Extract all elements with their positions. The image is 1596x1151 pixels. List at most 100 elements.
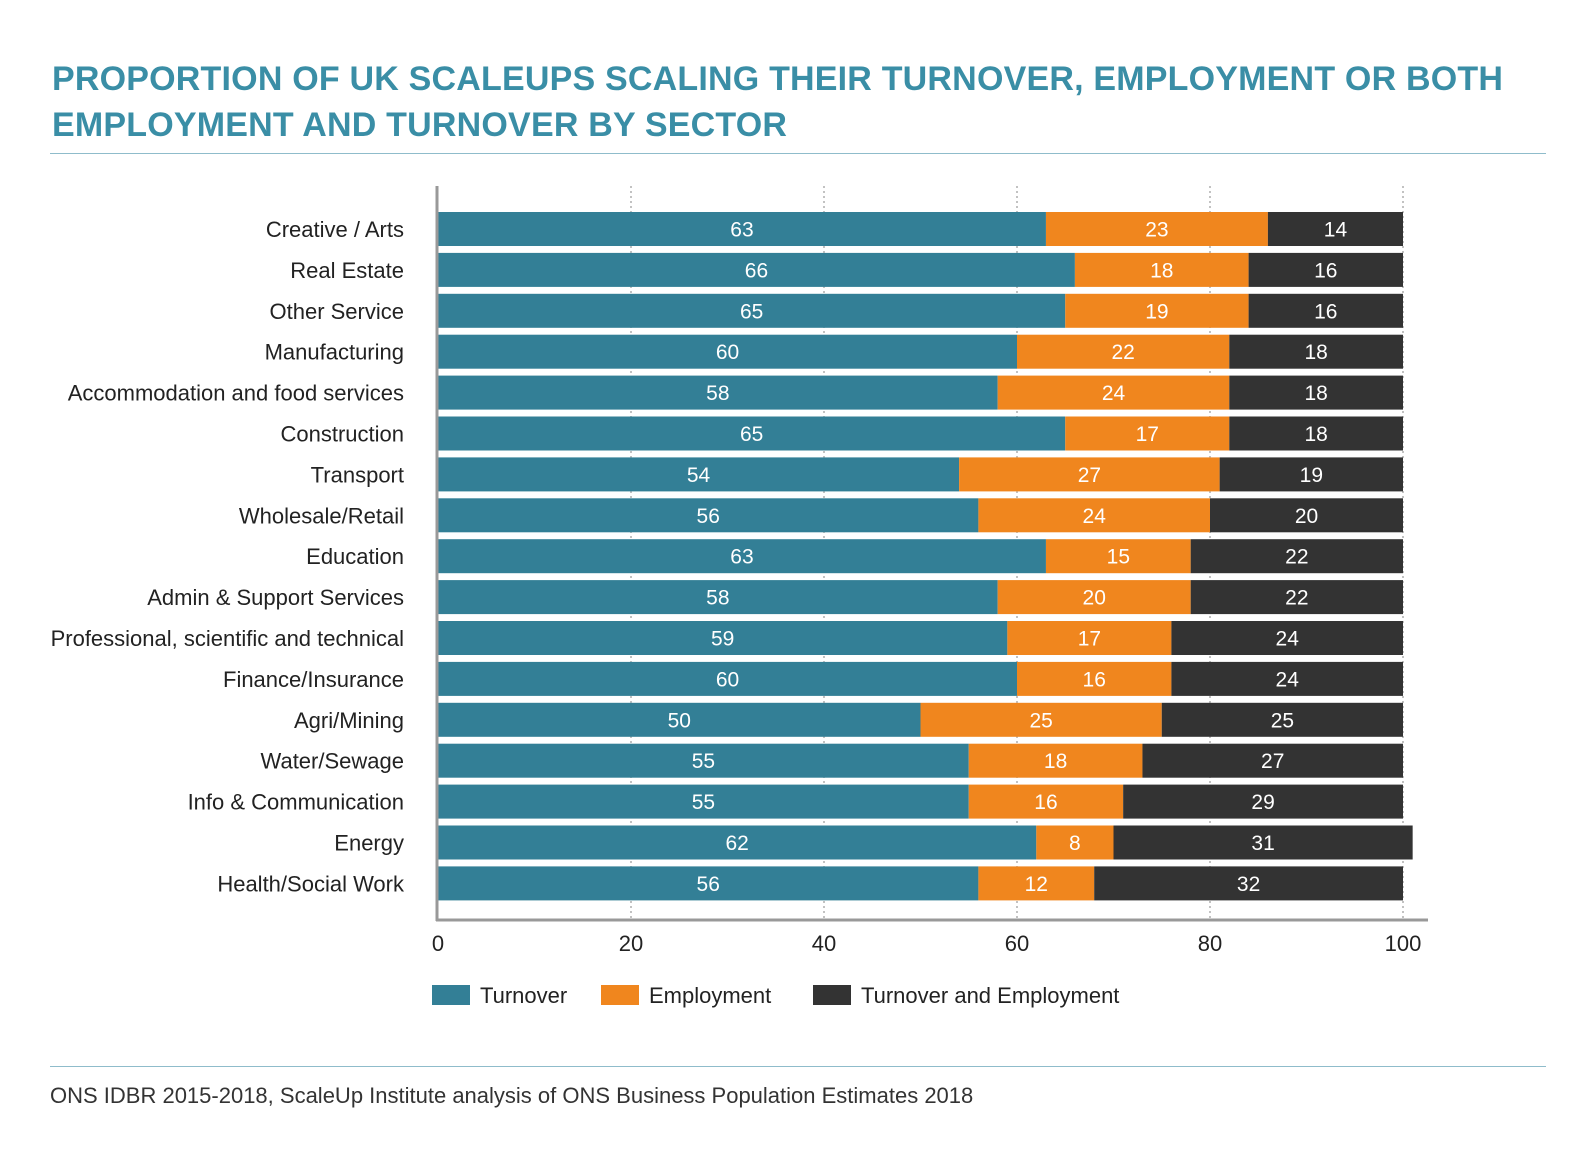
bars: 63 23 14 66 18 16 65 19 16 60 22 18 58 24 18 65 17 18 54 27… [438,212,1413,901]
data-label: 16 [1034,791,1057,814]
bar-segment [438,580,998,615]
bar-segment [1248,293,1403,328]
data-label: 20 [1083,587,1106,610]
data-label: 18 [1304,382,1327,405]
category-label: Agri/Mining [294,708,404,733]
legend-label: Turnover [480,983,567,1008]
data-label: 19 [1145,300,1168,323]
bar-segment [1190,580,1403,615]
bar-segment [438,661,1017,696]
bar-segment [1248,252,1403,287]
bar-segment [438,743,969,778]
data-label: 54 [687,464,711,487]
bar-segment [1171,621,1403,655]
data-label: 22 [1285,546,1308,569]
category-label: Construction [280,422,404,447]
source-divider [50,1066,1546,1067]
bar-segment [438,784,969,819]
data-label: 55 [692,750,715,773]
data-label: 18 [1044,750,1067,773]
bar-segment [1017,661,1172,696]
bar-segment [438,539,1046,574]
bar-segment [438,293,1066,328]
data-label: 65 [740,423,763,446]
data-label: 25 [1271,709,1294,732]
bar-segment [1190,539,1403,574]
data-label: 14 [1324,219,1348,242]
legend-swatch [601,985,639,1005]
bar-segment [1065,416,1230,451]
legend-swatch [432,985,470,1005]
data-label: 12 [1025,873,1048,896]
data-label: 55 [692,791,715,814]
data-label: 58 [706,382,729,405]
bar-segment [438,416,1066,451]
data-label: 25 [1029,709,1052,732]
data-label: 17 [1078,628,1101,651]
data-label: 50 [668,709,691,732]
bar-segment [1017,334,1230,369]
bar-segment [1045,539,1191,574]
bar-segment [1113,825,1413,860]
bar-segment [1267,212,1403,246]
category-label: Education [306,544,404,569]
x-tick-label: 100 [1385,931,1422,956]
category-label: Manufacturing [265,340,404,365]
bar-segment [1210,498,1403,533]
category-label: Real Estate [290,258,404,283]
data-label: 19 [1300,464,1323,487]
data-label: 63 [730,219,753,242]
data-label: 23 [1145,219,1168,242]
data-label: 22 [1111,341,1134,364]
bar-segment [1065,293,1249,328]
bar-segment [438,866,979,901]
bar-segment [997,375,1230,410]
category-label: Finance/Insurance [223,667,404,692]
bar-segment [968,784,1124,819]
data-label: 60 [716,341,739,364]
bar-segment [1171,661,1403,696]
data-label: 63 [730,546,753,569]
bar-segment [1074,252,1249,287]
x-tick-label: 80 [1198,931,1222,956]
bar-segment [1229,416,1403,451]
bar-segment [1229,334,1403,369]
data-label: 60 [716,668,739,691]
data-label: 24 [1276,668,1300,691]
bar-segment [438,702,921,737]
data-label: 27 [1078,464,1101,487]
data-label: 22 [1285,587,1308,610]
data-label: 17 [1136,423,1159,446]
data-label: 27 [1261,750,1284,773]
data-label: 29 [1251,791,1274,814]
title-divider [50,153,1546,154]
x-tick-label: 40 [812,931,836,956]
category-label: Health/Social Work [217,871,405,896]
legend-label: Employment [649,983,771,1008]
data-label: 56 [697,505,720,528]
category-label: Accommodation and food services [68,381,404,406]
data-label: 18 [1304,423,1327,446]
data-label: 15 [1107,546,1130,569]
category-label: Transport [311,462,404,487]
legend-label: Turnover and Employment [861,983,1119,1008]
chart-title: PROPORTION OF UK SCALEUPS SCALING THEIR … [52,60,1504,144]
category-label: Water/Sewage [261,749,404,774]
category-label: Other Service [270,299,405,324]
category-label: Wholesale/Retail [239,503,404,528]
bar-segment [1123,784,1403,819]
bar-segment [438,825,1037,860]
bar-segment [1036,825,1114,860]
bar-segment [978,866,1095,901]
axes: Creative / Arts Real Estate Other Service M… [51,186,1428,956]
data-label: 65 [740,300,763,323]
x-tick-label: 20 [619,931,643,956]
bar-segment [438,457,960,492]
bar-segment [1161,702,1403,737]
bar-segment [438,252,1075,287]
bar-segment [1142,743,1403,778]
data-label: 31 [1251,832,1274,855]
bar-segment [438,498,979,533]
legend-swatch [813,985,851,1005]
